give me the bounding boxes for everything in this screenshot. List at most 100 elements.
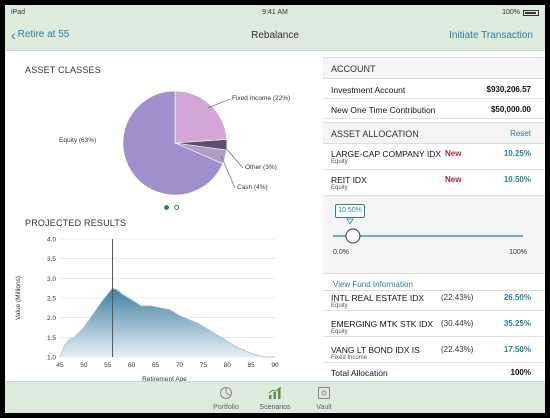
- allocation-slider[interactable]: [323, 214, 545, 274]
- fund-name: VANG LT BOND IDX IS: [331, 345, 420, 355]
- x-tick-label: 75: [200, 362, 208, 369]
- fund-allocation: 35.25%: [503, 319, 531, 328]
- reset-button[interactable]: Reset: [510, 129, 531, 138]
- fund-row[interactable]: LARGE-CAP COMPANY IDX Equity New 10.25%: [323, 144, 545, 170]
- slider-max-label: 100%: [509, 249, 527, 256]
- page-dot-active[interactable]: [164, 205, 169, 210]
- fund-type: Equity: [331, 159, 348, 165]
- new-badge: New: [445, 175, 462, 184]
- x-tick-label: 70: [176, 362, 184, 369]
- pie-slice[interactable]: [174, 90, 228, 144]
- y-tick-label: 1.0: [47, 355, 56, 362]
- contribution-label: New One Time Contribution: [331, 105, 436, 115]
- tooltip-pointer: [346, 218, 354, 225]
- bar-chart-icon: [268, 386, 282, 399]
- tab-label: Portfolio: [213, 404, 239, 411]
- tab-scenarios[interactable]: Scenarios: [250, 386, 300, 411]
- right-panel: ACCOUNT Investment Account $930,206.57 N…: [323, 51, 545, 381]
- contribution-row[interactable]: New One Time Contribution $50,000.00: [323, 99, 545, 119]
- projected-results-chart[interactable]: 1.0 1.5 2.0 2.5 3.0 3.5 4.0 45 50 55 60 65 70 75 80 85 9…: [5, 231, 315, 391]
- fund-type: Equity: [331, 185, 348, 191]
- fund-allocation: 10.50%: [503, 175, 531, 184]
- pie-leader-line: [220, 155, 236, 189]
- total-value: 100%: [510, 368, 531, 377]
- left-panel: ASSET CLASSES Fixed Income (22%) Other (3…: [5, 51, 315, 383]
- slider-thumb[interactable]: [345, 228, 361, 244]
- fund-previous-allocation: (30.44%): [441, 319, 474, 328]
- total-allocation-row: Total Allocation 100%: [323, 363, 545, 381]
- account-label: Investment Account: [331, 85, 406, 95]
- pie-slice-label: Cash (4%): [237, 184, 268, 191]
- pie-icon: [220, 387, 232, 399]
- account-row[interactable]: Investment Account $930,206.57: [323, 79, 545, 99]
- tab-bar: Portfolio Scenarios Vault: [5, 381, 545, 413]
- y-tick-label: 4.0: [47, 237, 56, 244]
- vault-icon: [318, 387, 330, 399]
- pie-leader-line: [222, 144, 244, 169]
- device-label: iPad: [11, 9, 26, 16]
- projection-line: [59, 287, 275, 358]
- x-tick-label: 85: [247, 362, 255, 369]
- pie-slice-label: Other (3%): [245, 164, 277, 171]
- initiate-transaction-button[interactable]: Initiate Transaction: [449, 30, 533, 41]
- allocation-title: ASSET ALLOCATION: [331, 129, 419, 139]
- fund-row[interactable]: REIT IDX Equity New 10.50%: [323, 170, 545, 196]
- x-tick-label: 55: [104, 362, 112, 369]
- y-tick-label: 2.0: [47, 315, 56, 322]
- projected-results-title: PROJECTED RESULTS: [25, 218, 127, 228]
- fund-name: LARGE-CAP COMPANY IDX: [331, 149, 442, 159]
- y-tick-label: 2.5: [47, 296, 56, 303]
- fund-name: REIT IDX: [331, 175, 367, 185]
- page-indicator[interactable]: [164, 205, 179, 210]
- asset-classes-title: ASSET CLASSES: [25, 65, 101, 75]
- projection-area[interactable]: [60, 288, 275, 357]
- tab-vault[interactable]: Vault: [299, 386, 349, 411]
- tab-label: Scenarios: [259, 404, 291, 411]
- y-tick-label: 3.0: [47, 276, 56, 283]
- fund-type: Equity: [331, 303, 348, 309]
- x-tick-label: 60: [128, 362, 136, 369]
- account-title: ACCOUNT: [331, 64, 376, 74]
- fund-type: Equity: [331, 329, 348, 335]
- tab-portfolio[interactable]: Portfolio: [201, 386, 251, 411]
- fund-previous-allocation: (22.43%): [441, 345, 474, 354]
- fund-type: Fixed Income: [331, 355, 368, 361]
- battery-status: 100%: [502, 9, 539, 16]
- allocation-header: ASSET ALLOCATION Reset: [323, 122, 545, 144]
- battery-percent: 100%: [502, 9, 520, 16]
- chevron-left-icon: ‹: [11, 26, 16, 43]
- status-time: 9:41 AM: [262, 9, 288, 16]
- x-tick-label: 50: [80, 362, 88, 369]
- fund-name: EMERGING MTK STK IDX: [331, 319, 434, 329]
- fund-allocation: 10.25%: [503, 149, 531, 158]
- total-label: Total Allocation: [331, 368, 388, 378]
- app-window: iPad 9:41 AM 100% ‹ Retire at 55 Rebalan…: [5, 5, 545, 413]
- asset-classes-pie-chart[interactable]: Fixed Income (22%) Other (3%) Cash (4%) Equ…: [5, 69, 315, 229]
- fund-allocation: 26.50%: [503, 293, 531, 302]
- new-badge: New: [445, 149, 462, 158]
- back-button[interactable]: ‹ Retire at 55: [11, 26, 70, 43]
- contribution-value: $50,000.00: [490, 105, 531, 114]
- status-bar: iPad 9:41 AM 100%: [5, 5, 545, 21]
- fund-allocation: 17.50%: [503, 345, 531, 354]
- pie-slice-label: Equity (63%): [59, 137, 96, 144]
- battery-icon: [523, 9, 539, 16]
- slider-min-label: 0.0%: [333, 249, 349, 256]
- slider-value-tooltip: 10.50%: [335, 204, 365, 218]
- page-dot[interactable]: [174, 205, 179, 210]
- fund-row[interactable]: VANG LT BOND IDX IS Fixed Income (22.43%…: [323, 337, 545, 363]
- view-fund-information-link[interactable]: View Fund Information: [333, 280, 413, 289]
- x-tick-label: 90: [271, 362, 279, 369]
- tab-label: Vault: [316, 404, 332, 411]
- fund-previous-allocation: (22.43%): [441, 293, 474, 302]
- fund-row[interactable]: INTL REAL ESTATE IDX Equity (22.43%) 26.…: [323, 285, 545, 311]
- back-label: Retire at 55: [17, 29, 70, 40]
- y-tick-label: 1.5: [47, 335, 56, 342]
- account-header: ACCOUNT: [323, 57, 545, 79]
- navigation-bar: ‹ Retire at 55 Rebalance Initiate Transa…: [5, 21, 545, 51]
- allocation-editor: 10.50% 0.0% 100%: [323, 196, 545, 274]
- pie-slice[interactable]: [122, 90, 224, 196]
- fund-name: INTL REAL ESTATE IDX: [331, 293, 425, 303]
- fund-row[interactable]: EMERGING MTK STK IDX Equity (30.44%) 35.…: [323, 311, 545, 337]
- pie-leader-line: [207, 98, 231, 109]
